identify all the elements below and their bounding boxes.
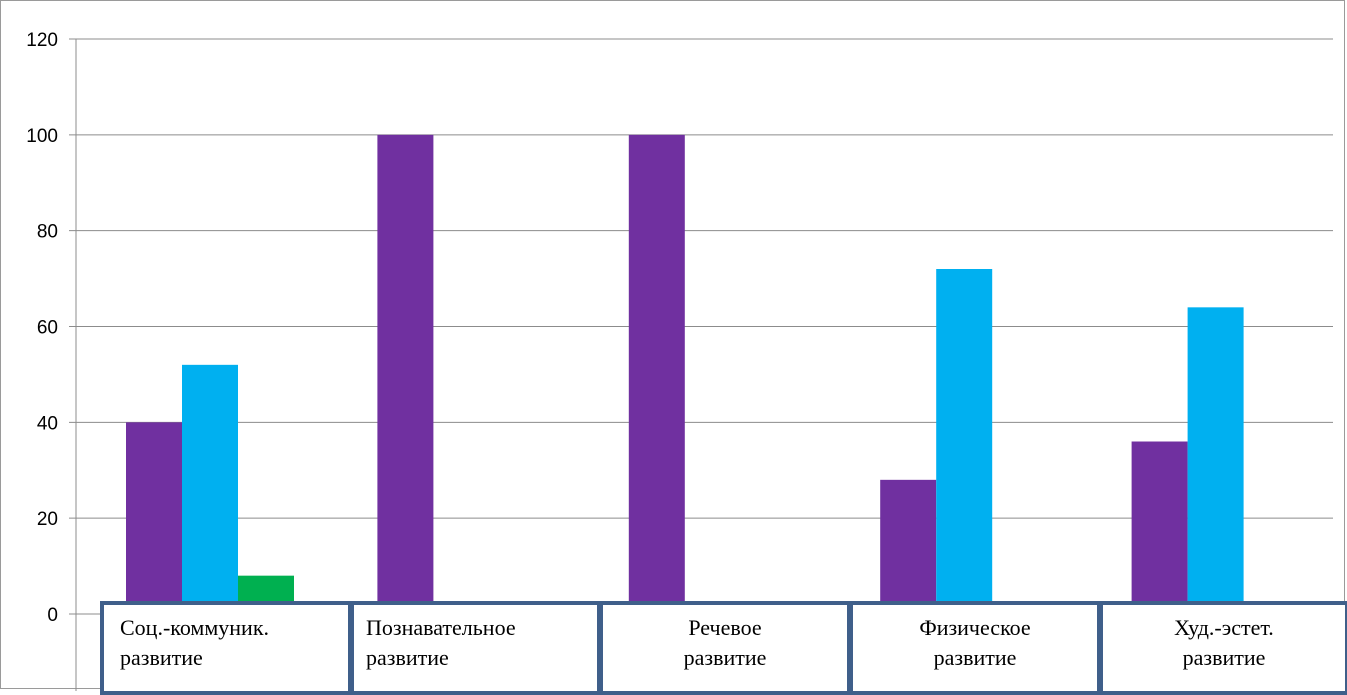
category-label-line-2: развитие	[366, 645, 449, 670]
category-label-line-1: Соц.-коммуник.	[120, 615, 270, 640]
category-label-line-2: развитие	[933, 645, 1017, 670]
y-tick-label: 120	[26, 30, 58, 51]
category-label-cognitive: Познавательное развитие	[350, 601, 601, 695]
category-label-line-1: Речевое	[688, 615, 762, 640]
y-tick-label: 20	[37, 509, 58, 530]
category-label-physical: Физическое развитие	[849, 601, 1101, 695]
category-label-line-2: развитие	[683, 645, 767, 670]
bar	[880, 479, 937, 614]
category-label-speech: Речевое развитие	[599, 601, 851, 695]
y-tick-label: 0	[47, 605, 58, 626]
bar	[936, 269, 993, 614]
bar	[1187, 307, 1244, 614]
bar	[126, 422, 182, 614]
bar	[182, 364, 238, 614]
category-label-line-2: развитие	[1182, 645, 1266, 670]
bar	[377, 134, 434, 615]
category-label-line-1: Физическое	[919, 615, 1031, 640]
y-tick-label: 40	[37, 413, 58, 434]
category-label-line-1: Худ.-эстет.	[1174, 615, 1274, 640]
category-label-line-2: развитие	[120, 645, 203, 670]
y-axis-ticks: 0 20 40 60 80 100 120	[26, 30, 58, 626]
category-label-social-communicative: Соц.-коммуник. развитие	[100, 601, 352, 695]
y-tick-label: 80	[37, 222, 58, 243]
category-label-line-1: Познавательное	[366, 615, 516, 640]
category-label-artistic-aesthetic: Худ.-эстет. развитие	[1099, 601, 1347, 695]
bar	[628, 134, 685, 615]
y-tick-label: 60	[37, 318, 58, 339]
bar	[1131, 441, 1188, 614]
bars	[126, 134, 1244, 615]
y-tick-label: 100	[26, 126, 58, 147]
